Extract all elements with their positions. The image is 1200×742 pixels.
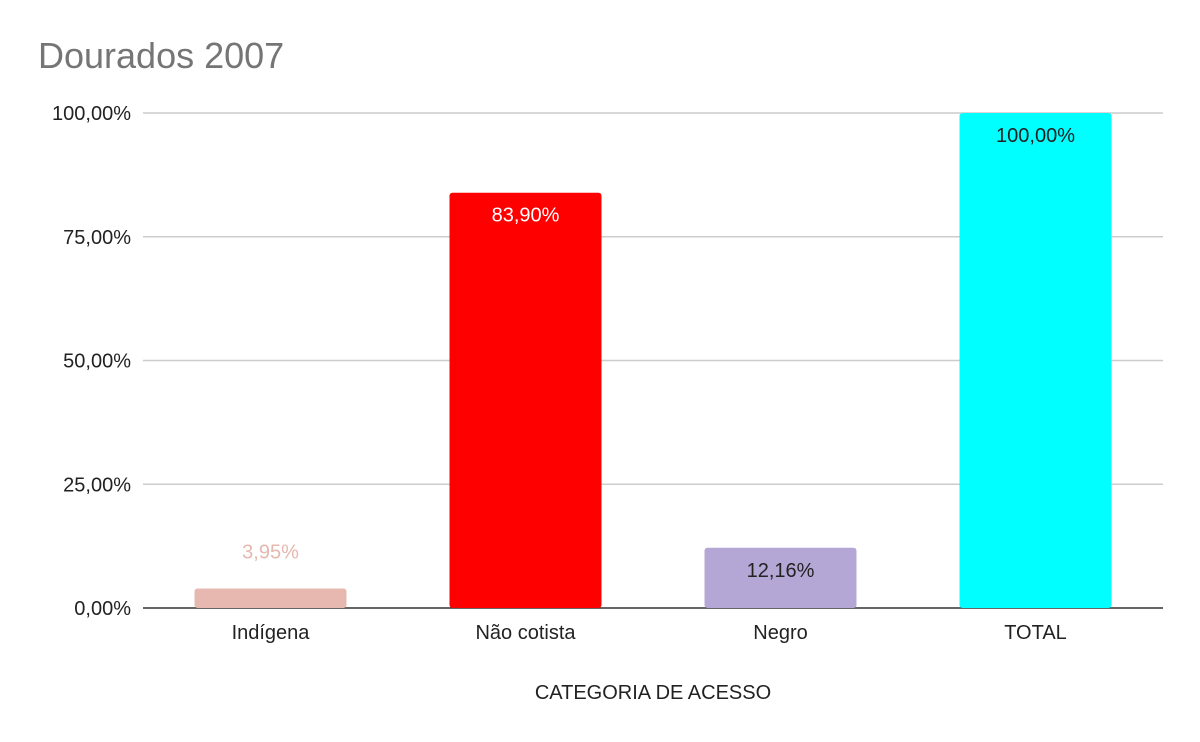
data-label: 83,90%	[492, 205, 560, 227]
y-tick-label: 50,00%	[63, 351, 131, 373]
y-tick-label: 0,00%	[74, 598, 131, 620]
x-tick-label: TOTAL	[1004, 622, 1067, 644]
bar	[194, 588, 347, 608]
x-axis-categories: Indígena Não cotista Negro TOTAL	[232, 622, 1067, 644]
y-tick-label: 75,00%	[63, 227, 131, 249]
data-label: 3,95%	[242, 541, 299, 563]
data-label: 12,16%	[747, 560, 815, 582]
bar	[704, 547, 857, 608]
bar	[449, 192, 602, 608]
y-tick-label: 25,00%	[63, 474, 131, 496]
chart-title: Dourados 2007	[38, 35, 284, 76]
y-axis-ticks: 0,00% 25,00% 50,00% 75,00% 100,00%	[52, 103, 131, 620]
x-axis-label: CATEGORIA DE ACESSO	[535, 682, 771, 704]
x-tick-label: Indígena	[232, 622, 311, 644]
data-label: 100,00%	[996, 125, 1075, 147]
data-labels: 3,95% 83,90% 12,16% 100,00%	[242, 125, 1075, 582]
y-tick-label: 100,00%	[52, 103, 131, 125]
bars	[194, 113, 1112, 608]
bar	[959, 113, 1112, 608]
x-tick-label: Não cotista	[475, 622, 576, 644]
x-tick-label: Negro	[753, 622, 807, 644]
